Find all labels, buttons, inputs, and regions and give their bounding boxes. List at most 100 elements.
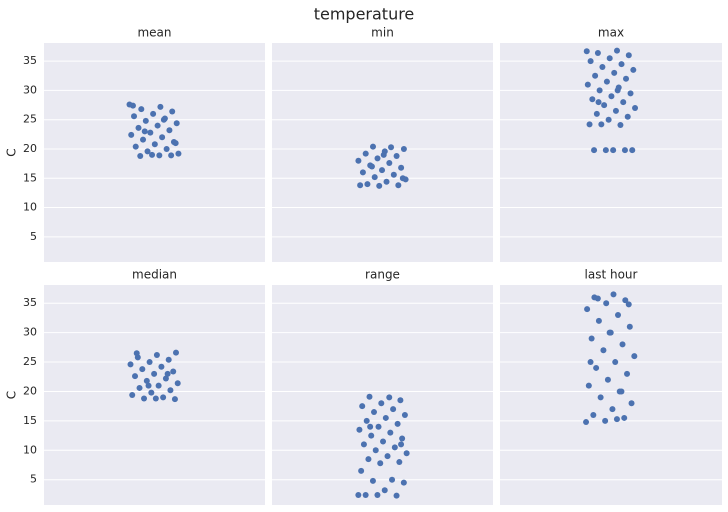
panel-title: min <box>371 26 394 40</box>
point <box>372 447 379 454</box>
point <box>630 66 637 73</box>
point <box>162 375 169 382</box>
point <box>365 456 372 463</box>
point <box>602 147 609 154</box>
point <box>609 406 616 413</box>
point <box>603 300 610 307</box>
point <box>393 153 400 160</box>
point <box>357 182 364 189</box>
point <box>367 423 374 430</box>
panel-title: max <box>598 26 624 40</box>
point <box>368 432 375 439</box>
point <box>623 75 630 82</box>
point <box>154 122 161 129</box>
point <box>141 395 148 402</box>
y-tick-label: 5 <box>30 230 37 243</box>
y-tick-label: 25 <box>23 113 37 126</box>
point <box>169 108 176 115</box>
point <box>618 61 625 68</box>
point <box>625 52 632 59</box>
point <box>138 106 145 113</box>
point <box>600 347 607 354</box>
point <box>379 167 386 174</box>
point <box>142 117 149 124</box>
point <box>152 395 159 402</box>
point <box>146 359 153 366</box>
point <box>606 55 613 62</box>
point <box>391 444 398 451</box>
point <box>397 397 404 404</box>
point <box>143 377 150 384</box>
point <box>584 81 591 88</box>
point <box>626 323 633 330</box>
point <box>610 147 617 154</box>
point <box>605 116 612 123</box>
point <box>129 392 136 398</box>
point <box>151 141 158 148</box>
panel-title: last hour <box>585 268 638 282</box>
point <box>135 124 142 131</box>
point <box>173 349 179 356</box>
point <box>598 121 605 128</box>
point <box>157 103 164 110</box>
point <box>390 171 397 178</box>
point <box>136 384 143 391</box>
point <box>610 291 617 298</box>
point <box>595 99 602 106</box>
point <box>624 370 631 377</box>
figure-title: temperature <box>314 5 415 24</box>
point <box>139 366 146 373</box>
point <box>620 99 627 106</box>
point <box>401 412 408 418</box>
point <box>590 412 597 418</box>
point <box>603 78 610 85</box>
point <box>597 394 604 401</box>
point <box>166 127 173 134</box>
point <box>621 414 628 421</box>
point <box>145 382 152 389</box>
point <box>362 492 369 498</box>
panel-title: mean <box>137 26 171 40</box>
point <box>583 48 590 55</box>
point <box>394 420 401 427</box>
point <box>371 174 378 181</box>
point <box>614 47 620 54</box>
point <box>604 376 611 383</box>
panel-title: range <box>365 268 400 282</box>
point <box>149 151 156 158</box>
point <box>631 353 638 360</box>
point <box>398 441 405 448</box>
point <box>132 373 139 380</box>
point <box>613 416 620 423</box>
point <box>622 297 629 304</box>
point <box>399 435 406 442</box>
point <box>593 110 600 117</box>
point <box>360 441 367 448</box>
point <box>147 129 154 136</box>
point <box>359 169 366 176</box>
point <box>175 150 182 157</box>
point <box>378 400 385 407</box>
plot-area <box>272 285 493 505</box>
point <box>128 131 135 138</box>
plot-area <box>500 43 722 262</box>
plot-area <box>44 43 265 262</box>
point <box>381 487 388 494</box>
point <box>362 150 369 157</box>
point <box>612 359 619 366</box>
point <box>364 181 371 188</box>
point <box>383 178 390 185</box>
point <box>173 120 180 127</box>
plot-area <box>500 285 722 505</box>
point <box>617 121 624 128</box>
point <box>380 438 387 445</box>
point <box>583 419 590 426</box>
point <box>151 370 158 377</box>
point <box>586 121 593 128</box>
point <box>390 406 397 413</box>
point <box>587 58 594 65</box>
point <box>359 403 366 410</box>
y-tick-label: 35 <box>23 54 37 67</box>
point <box>132 143 139 150</box>
